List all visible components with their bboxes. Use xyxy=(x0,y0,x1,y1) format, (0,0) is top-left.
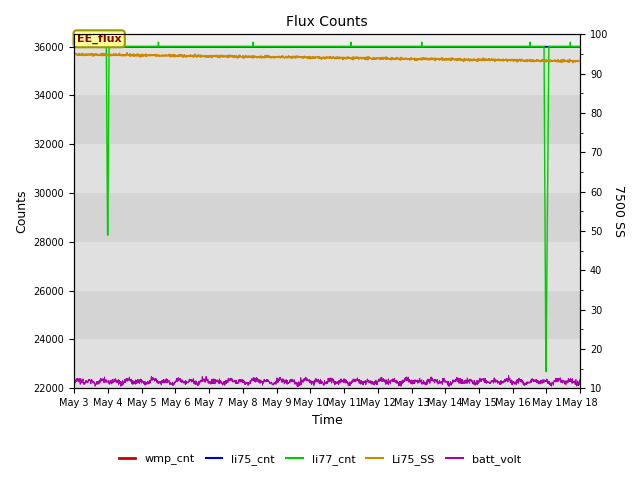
Bar xyxy=(74,47,580,96)
Bar xyxy=(74,242,580,291)
Bar xyxy=(74,96,580,144)
Y-axis label: 7500 SS: 7500 SS xyxy=(612,185,625,237)
Legend: wmp_cnt, li75_cnt, li77_cnt, Li75_SS, batt_volt: wmp_cnt, li75_cnt, li77_cnt, Li75_SS, ba… xyxy=(115,450,525,469)
Bar xyxy=(74,291,580,339)
Y-axis label: Counts: Counts xyxy=(15,190,28,233)
Text: EE_flux: EE_flux xyxy=(77,34,122,44)
Bar xyxy=(74,339,580,388)
X-axis label: Time: Time xyxy=(312,414,342,427)
Title: Flux Counts: Flux Counts xyxy=(286,15,368,29)
Bar xyxy=(74,144,580,193)
Bar xyxy=(74,193,580,242)
